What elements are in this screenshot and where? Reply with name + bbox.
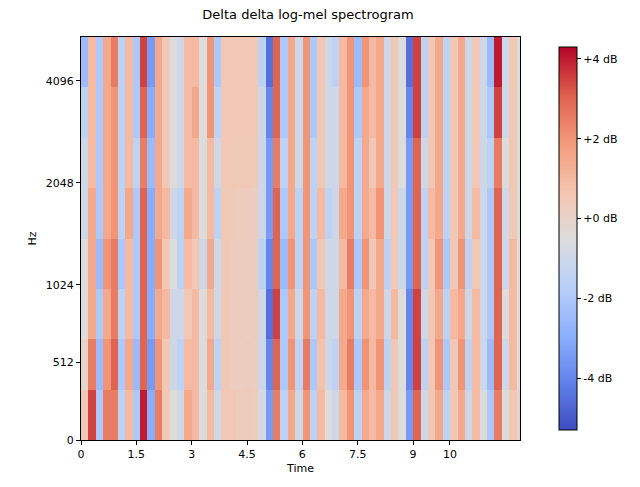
svg-text:6: 6 [299,448,306,461]
svg-text:+2 dB: +2 dB [583,133,617,146]
svg-text:+0 dB: +0 dB [583,212,617,225]
svg-text:Hz: Hz [26,231,39,245]
svg-text:+4 dB: +4 dB [583,53,617,66]
svg-text:4096: 4096 [46,75,74,88]
svg-text:0: 0 [78,448,85,461]
svg-text:0: 0 [67,434,74,447]
svg-text:9: 9 [410,448,417,461]
svg-text:7.5: 7.5 [349,448,367,461]
svg-text:Time: Time [286,462,314,475]
svg-text:Delta delta log-mel spectrogra: Delta delta log-mel spectrogram [202,7,413,22]
svg-text:1.5: 1.5 [128,448,146,461]
svg-text:512: 512 [53,356,74,369]
svg-text:3: 3 [188,448,195,461]
svg-text:-4 dB: -4 dB [583,372,612,385]
svg-text:2048: 2048 [46,177,74,190]
svg-text:1024: 1024 [46,279,74,292]
svg-text:-2 dB: -2 dB [583,292,612,305]
svg-text:4.5: 4.5 [238,448,256,461]
svg-text:10: 10 [443,448,457,461]
